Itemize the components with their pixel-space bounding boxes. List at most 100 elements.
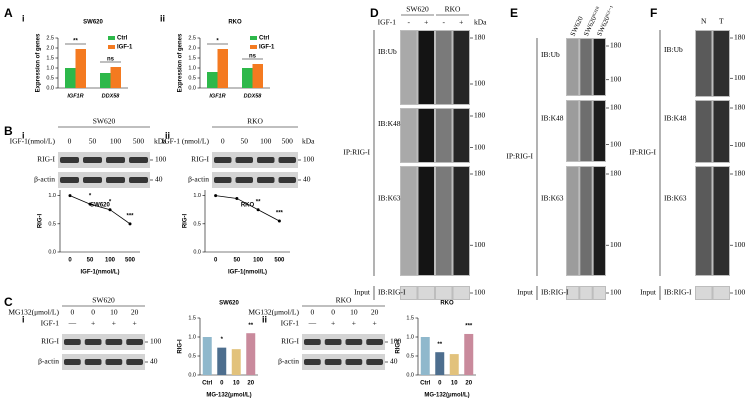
x-tick-label: 100 <box>105 258 116 264</box>
ib-label: IB:K63 <box>541 194 564 203</box>
band <box>84 359 102 365</box>
lane-smear <box>567 39 579 95</box>
ip-label: IP:RIG-I <box>343 148 370 157</box>
point <box>68 194 72 198</box>
band <box>257 157 275 163</box>
y-tick-label: 0.0 <box>193 249 201 255</box>
chart-title: RKO <box>228 20 242 26</box>
panel-label: C <box>4 295 13 309</box>
lane-label: 100 <box>110 137 122 146</box>
legend-swatch <box>108 36 115 40</box>
y-tick-label: 2.5 <box>46 35 54 41</box>
y-tick-label: 0.0 <box>406 372 414 378</box>
row-label: RIG-I <box>37 155 55 164</box>
x-tick-label: 0 <box>68 258 72 264</box>
lane-label: 100 <box>260 137 272 146</box>
bar <box>217 347 227 375</box>
ib-label: IB:K48 <box>664 114 687 123</box>
x-tick-label: IGF1R <box>67 93 83 99</box>
row-label: RIG-I <box>191 155 209 164</box>
treatment-label: IGF-1 <box>378 18 397 27</box>
lane-label: + <box>424 18 428 27</box>
lane-smear <box>401 31 417 104</box>
band <box>105 339 123 345</box>
mw-label: 100 <box>610 240 622 249</box>
mw-label: 100 <box>610 74 622 83</box>
unit: kDa <box>154 137 167 146</box>
lane-label: N <box>701 17 707 26</box>
mw-label: 100 <box>474 79 486 88</box>
panel-label: F <box>650 6 657 20</box>
annotation: * <box>221 337 224 343</box>
point <box>214 194 218 198</box>
line <box>215 195 280 222</box>
band <box>366 359 383 365</box>
chart-title: SW620 <box>219 301 239 307</box>
cell-line: SW620 <box>92 296 115 305</box>
y-tick-label: 1.0 <box>188 65 196 71</box>
band <box>64 359 81 365</box>
band <box>129 177 148 183</box>
x-tick-label: 500 <box>274 258 285 264</box>
x-tick-label: DDX58 <box>102 93 121 99</box>
ib-label: IB:K63 <box>664 194 687 203</box>
lane-label: 50 <box>89 137 97 146</box>
input-label: Input <box>517 288 534 297</box>
legend-swatch <box>250 36 257 40</box>
mw-label: 180 <box>734 169 746 178</box>
lane-smear <box>418 167 434 275</box>
cell-line: RKO <box>445 5 461 14</box>
mw-label: 100 <box>610 288 622 297</box>
y-tick-label: 0.5 <box>193 221 201 227</box>
x-tick-label: 10 <box>451 381 458 387</box>
bar <box>464 333 474 375</box>
lane-label: + <box>352 319 356 328</box>
band <box>106 157 125 163</box>
band <box>105 359 123 365</box>
panel-label: ii <box>262 314 267 324</box>
mw-label: 100 <box>734 73 746 82</box>
x-tick-label: Ctrl <box>420 381 431 387</box>
x-axis-label: MG-132(μmol/L) <box>206 393 251 399</box>
mw-label: 40 <box>150 357 158 366</box>
mw-label: 180 <box>474 169 486 178</box>
bar <box>449 354 459 375</box>
bar <box>207 72 218 88</box>
lane-smear <box>593 39 605 95</box>
x-tick-label: DDX58 <box>244 93 263 99</box>
lane-label: 0 <box>331 308 335 317</box>
x-tick-label: 0 <box>438 381 442 387</box>
lane-label: 10 <box>110 308 118 317</box>
lane-smear <box>453 167 469 275</box>
band <box>324 339 342 345</box>
lane-label: - <box>408 18 411 27</box>
bar <box>252 64 263 88</box>
ib-label: IB:RIG-I <box>378 288 406 297</box>
y-axis-label: Expression of genes <box>36 33 42 92</box>
y-tick-label: 1.0 <box>46 65 54 71</box>
lane-smear <box>696 31 712 96</box>
panel-label: A <box>4 6 13 20</box>
bar <box>202 337 212 375</box>
chart-title: SW620 <box>90 203 110 209</box>
band <box>278 157 296 163</box>
ib-label: IB:K48 <box>378 119 401 128</box>
band <box>84 339 102 345</box>
annotation: ** <box>437 342 442 348</box>
lane-label: 0 <box>221 137 225 146</box>
point <box>128 222 132 226</box>
lane-label: 50 <box>241 137 249 146</box>
x-axis-label: IGF-1(nmol/L) <box>81 270 120 276</box>
blot <box>212 152 298 168</box>
lane-label: 20 <box>371 308 379 317</box>
lane-smear <box>436 31 452 104</box>
mw-label: 180 <box>610 103 622 112</box>
y-tick-label: 0.5 <box>48 221 56 227</box>
bar <box>242 68 253 88</box>
y-tick-label: 1.0 <box>188 334 196 340</box>
band <box>345 359 363 365</box>
ib-label: IB:RIG-I <box>541 288 569 297</box>
condition-label: IGF-1 (nmol/L) <box>162 137 210 146</box>
lane-smear <box>567 101 579 161</box>
bar <box>100 73 111 88</box>
